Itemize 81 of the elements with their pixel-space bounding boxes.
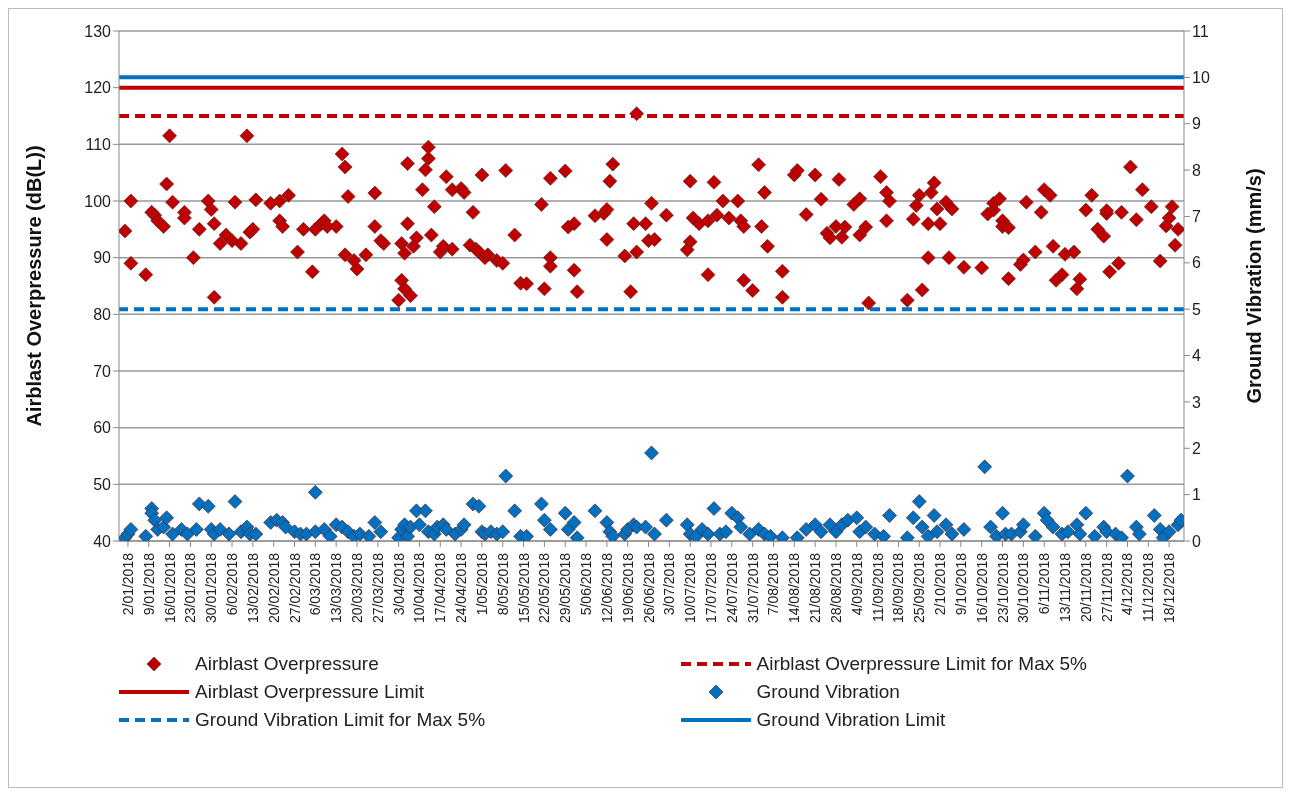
y2-tick-label: 9 — [1192, 115, 1201, 133]
y-tick-label: 70 — [93, 362, 112, 380]
legend-label: Ground Vibration — [756, 681, 900, 703]
y2-tick-label: 1 — [1192, 486, 1201, 504]
x-tick-label: 4/12/2018 — [1119, 552, 1136, 616]
x-tick-label: 26/06/2018 — [640, 552, 657, 624]
x-tick-label: 14/08/2018 — [786, 552, 803, 624]
y-tick-label: 90 — [93, 249, 112, 267]
y-tick-label: 40 — [93, 532, 112, 550]
y2-tick-label: 5 — [1192, 300, 1201, 318]
x-tick-label: 22/05/2018 — [536, 552, 553, 624]
x-tick-label: 21/08/2018 — [807, 552, 824, 624]
y2-tick-label: 8 — [1192, 161, 1201, 179]
x-tick-label: 11/12/2018 — [1140, 552, 1157, 623]
x-tick-label: 18/09/2018 — [890, 552, 907, 624]
x-tick-label: 4/09/2018 — [848, 552, 865, 616]
x-tick-label: 20/03/2018 — [348, 552, 365, 624]
x-tick-label: 23/10/2018 — [994, 552, 1011, 624]
legend-label: Ground Vibration Limit — [756, 709, 946, 731]
x-tick-label: 27/03/2018 — [369, 552, 386, 624]
x-tick-label: 13/02/2018 — [244, 552, 261, 624]
y-tick-label: 100 — [84, 192, 112, 210]
x-tick-label: 10/04/2018 — [411, 552, 428, 624]
x-tick-label: 20/02/2018 — [265, 552, 282, 624]
y2-tick-label: 0 — [1192, 532, 1201, 550]
y-tick-label: 110 — [85, 136, 112, 154]
x-tick-label: 27/11/2018 — [1098, 552, 1115, 623]
y2-tick-label: 2 — [1192, 439, 1201, 457]
x-tick-label: 24/07/2018 — [723, 552, 740, 624]
x-tick-label: 29/05/2018 — [557, 552, 574, 624]
x-tick-label: 6/03/2018 — [307, 552, 324, 616]
x-tick-label: 3/07/2018 — [661, 552, 678, 616]
y-axis-title: Airblast Overpressure (dB(L)) — [23, 145, 46, 427]
y-tick-label: 50 — [93, 476, 112, 494]
legend-label: Airblast Overpressure Limit — [195, 681, 425, 703]
y2-tick-label: 3 — [1192, 393, 1201, 411]
x-tick-label: 13/03/2018 — [328, 552, 345, 624]
y2-tick-label: 6 — [1192, 254, 1201, 272]
x-tick-label: 13/11/2018 — [1057, 552, 1074, 623]
x-tick-label: 7/08/2018 — [765, 552, 782, 616]
x-tick-label: 9/01/2018 — [140, 552, 157, 616]
y2-tick-label: 11 — [1192, 22, 1209, 40]
legend-label: Airblast Overpressure — [195, 653, 379, 675]
x-tick-label: 6/11/2018 — [1036, 552, 1053, 615]
x-tick-label: 8/05/2018 — [494, 552, 511, 616]
x-tick-label: 1/05/2018 — [473, 552, 490, 616]
y2-axis-title: Ground Vibration (mm/s) — [1243, 168, 1266, 404]
y2-tick-label: 4 — [1192, 347, 1201, 365]
x-tick-label: 24/04/2018 — [453, 552, 470, 624]
x-tick-label: 16/01/2018 — [161, 552, 178, 624]
x-tick-label: 20/11/2018 — [1077, 552, 1094, 623]
x-tick-label: 15/05/2018 — [515, 552, 532, 624]
x-tick-label: 6/02/2018 — [224, 552, 241, 616]
y-tick-label: 130 — [84, 22, 112, 40]
x-tick-label: 11/09/2018 — [869, 552, 886, 623]
x-tick-label: 5/06/2018 — [578, 552, 595, 616]
x-tick-label: 27/02/2018 — [286, 552, 303, 624]
y-tick-label: 80 — [93, 306, 112, 324]
y2-tick-label: 10 — [1192, 69, 1210, 87]
y-tick-label: 120 — [84, 79, 112, 97]
x-tick-label: 18/12/2018 — [1161, 552, 1178, 624]
x-tick-label: 12/06/2018 — [598, 552, 615, 624]
x-tick-label: 3/04/2018 — [390, 552, 407, 616]
x-tick-label: 19/06/2018 — [619, 552, 636, 624]
x-tick-label: 25/09/2018 — [911, 552, 928, 624]
x-tick-label: 17/04/2018 — [432, 552, 449, 624]
legend-label: Airblast Overpressure Limit for Max 5% — [756, 653, 1087, 675]
y-tick-label: 60 — [93, 419, 112, 437]
x-tick-label: 23/01/2018 — [182, 552, 199, 624]
x-tick-label: 30/01/2018 — [203, 552, 220, 624]
x-tick-label: 31/07/2018 — [744, 552, 761, 624]
x-tick-label: 10/07/2018 — [682, 552, 699, 624]
x-tick-label: 9/10/2018 — [952, 552, 969, 616]
x-tick-label: 30/10/2018 — [1015, 552, 1032, 624]
x-tick-label: 2/10/2018 — [932, 552, 949, 616]
x-tick-label: 16/10/2018 — [973, 552, 990, 624]
x-tick-label: 2/01/2018 — [119, 552, 136, 616]
y2-tick-label: 7 — [1192, 208, 1201, 226]
legend-label: Ground Vibration Limit for Max 5% — [195, 709, 486, 731]
x-tick-label: 28/08/2018 — [827, 552, 844, 624]
x-tick-label: 17/07/2018 — [703, 552, 719, 624]
